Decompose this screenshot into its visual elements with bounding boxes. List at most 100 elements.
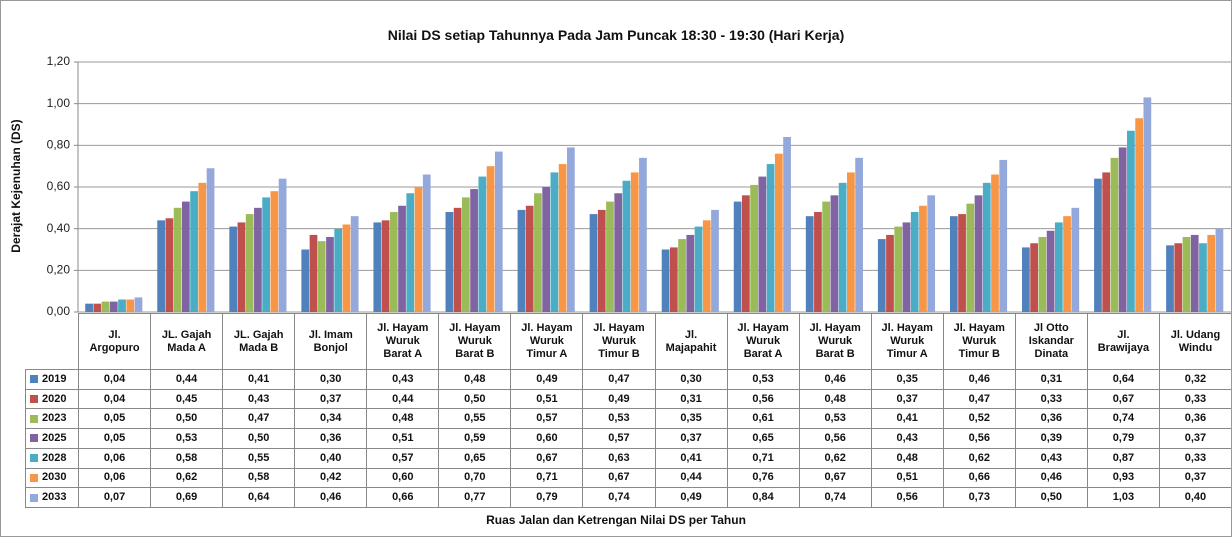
- data-label: 0,36: [1014, 408, 1088, 430]
- data-label: 0,53: [726, 369, 800, 390]
- data-label: 0,37: [870, 388, 944, 410]
- bar: [838, 182, 847, 312]
- data-label: 0,30: [654, 369, 728, 390]
- y-tick-label: 1,20: [47, 54, 71, 68]
- category-label: Jl. Udang Windu: [1158, 313, 1231, 370]
- legend-entry: 2020: [25, 388, 79, 410]
- data-label: 0,56: [798, 428, 872, 449]
- data-label: 0,44: [150, 369, 224, 390]
- bar: [1127, 130, 1135, 312]
- bar: [1215, 228, 1224, 312]
- bar: [742, 195, 750, 312]
- bar: [910, 212, 919, 312]
- data-label: 0,48: [438, 369, 512, 390]
- data-label: 0,76: [726, 467, 800, 489]
- category-label: Jl. Hayam Wuruk Barat A: [366, 313, 440, 370]
- bar: [414, 187, 423, 312]
- data-label: 0,40: [1158, 487, 1231, 508]
- category-label: Jl. Hayam Wuruk Timur B: [582, 313, 656, 370]
- data-label: 0,64: [1086, 369, 1160, 390]
- legend-entry: 2028: [25, 447, 79, 469]
- category-label: Jl. Majapahit: [654, 313, 728, 370]
- data-label: 0,47: [942, 388, 1016, 410]
- data-label: 0,66: [942, 467, 1016, 489]
- bar: [1199, 243, 1207, 312]
- data-label: 0,69: [150, 487, 224, 508]
- bar: [1063, 216, 1071, 312]
- data-label: 0,51: [366, 428, 440, 449]
- data-label: 0,31: [654, 388, 728, 410]
- bar: [630, 172, 639, 312]
- bar: [1135, 118, 1143, 312]
- bar: [550, 172, 559, 312]
- legend-swatch: [30, 454, 38, 463]
- category-label: Jl. Hayam Wuruk Timur A: [510, 313, 584, 370]
- legend-swatch: [30, 414, 38, 423]
- bar: [606, 201, 614, 312]
- bar: [1207, 234, 1216, 312]
- bar: [109, 301, 118, 312]
- data-label: 0,59: [438, 428, 512, 449]
- data-label: 0,06: [78, 447, 152, 469]
- bar: [822, 201, 831, 312]
- data-label: 0,50: [1014, 487, 1088, 508]
- x-axis-label: Ruas Jalan dan Ketrengan Nilai DS per Ta…: [486, 513, 746, 527]
- bar: [1118, 147, 1127, 312]
- bar: [678, 239, 686, 312]
- data-label: 0,73: [942, 487, 1016, 508]
- bar: [93, 303, 102, 312]
- data-label: 0,56: [870, 487, 944, 508]
- y-tick-label: 0,60: [47, 179, 71, 193]
- bar: [422, 174, 431, 312]
- bar: [974, 195, 983, 312]
- bar: [157, 220, 166, 312]
- data-label: 0,67: [798, 467, 872, 489]
- bar: [686, 234, 695, 312]
- legend-label: 2023: [42, 412, 67, 425]
- legend-label: 2030: [42, 471, 67, 484]
- bar: [334, 228, 343, 312]
- data-label: 0,62: [942, 447, 1016, 469]
- data-label: 0,36: [1158, 408, 1231, 430]
- legend-entry: 2023: [25, 408, 79, 430]
- y-tick-label: 0,20: [47, 263, 71, 277]
- data-label: 0,37: [1158, 428, 1231, 449]
- data-label: 0,65: [438, 447, 512, 469]
- data-label: 0,49: [654, 487, 728, 508]
- legend-label: 2028: [42, 451, 67, 464]
- legend-entry: 2019: [25, 369, 79, 390]
- data-label: 0,49: [510, 369, 584, 390]
- legend-swatch: [30, 375, 38, 384]
- bar: [614, 193, 623, 312]
- data-label: 0,74: [798, 487, 872, 508]
- data-label: 0,64: [222, 487, 296, 508]
- data-label: 0,71: [510, 467, 584, 489]
- data-label: 0,70: [438, 467, 512, 489]
- data-label: 0,47: [582, 369, 656, 390]
- bar: [165, 218, 174, 312]
- data-label: 0,06: [78, 467, 152, 489]
- data-label: 0,56: [942, 428, 1016, 449]
- bar: [1094, 178, 1102, 312]
- data-label: 0,04: [78, 388, 152, 410]
- bar: [1143, 97, 1152, 313]
- bar: [1166, 245, 1174, 312]
- data-label: 0,50: [438, 388, 512, 410]
- bar: [805, 216, 814, 312]
- bar: [894, 226, 903, 312]
- data-label: 0,47: [222, 408, 296, 430]
- data-label: 0,07: [78, 487, 152, 508]
- data-label: 0,50: [150, 408, 224, 430]
- data-label: 0,34: [294, 408, 368, 430]
- bar: [486, 166, 495, 312]
- bar: [381, 220, 390, 312]
- bar: [470, 189, 478, 312]
- data-label: 0,62: [150, 467, 224, 489]
- category-label: Jl. Hayam Wuruk Timur B: [942, 313, 1016, 370]
- bar: [982, 182, 991, 312]
- bar: [245, 214, 254, 312]
- bar: [1182, 237, 1191, 312]
- bar: [711, 209, 719, 312]
- bar: [85, 303, 93, 312]
